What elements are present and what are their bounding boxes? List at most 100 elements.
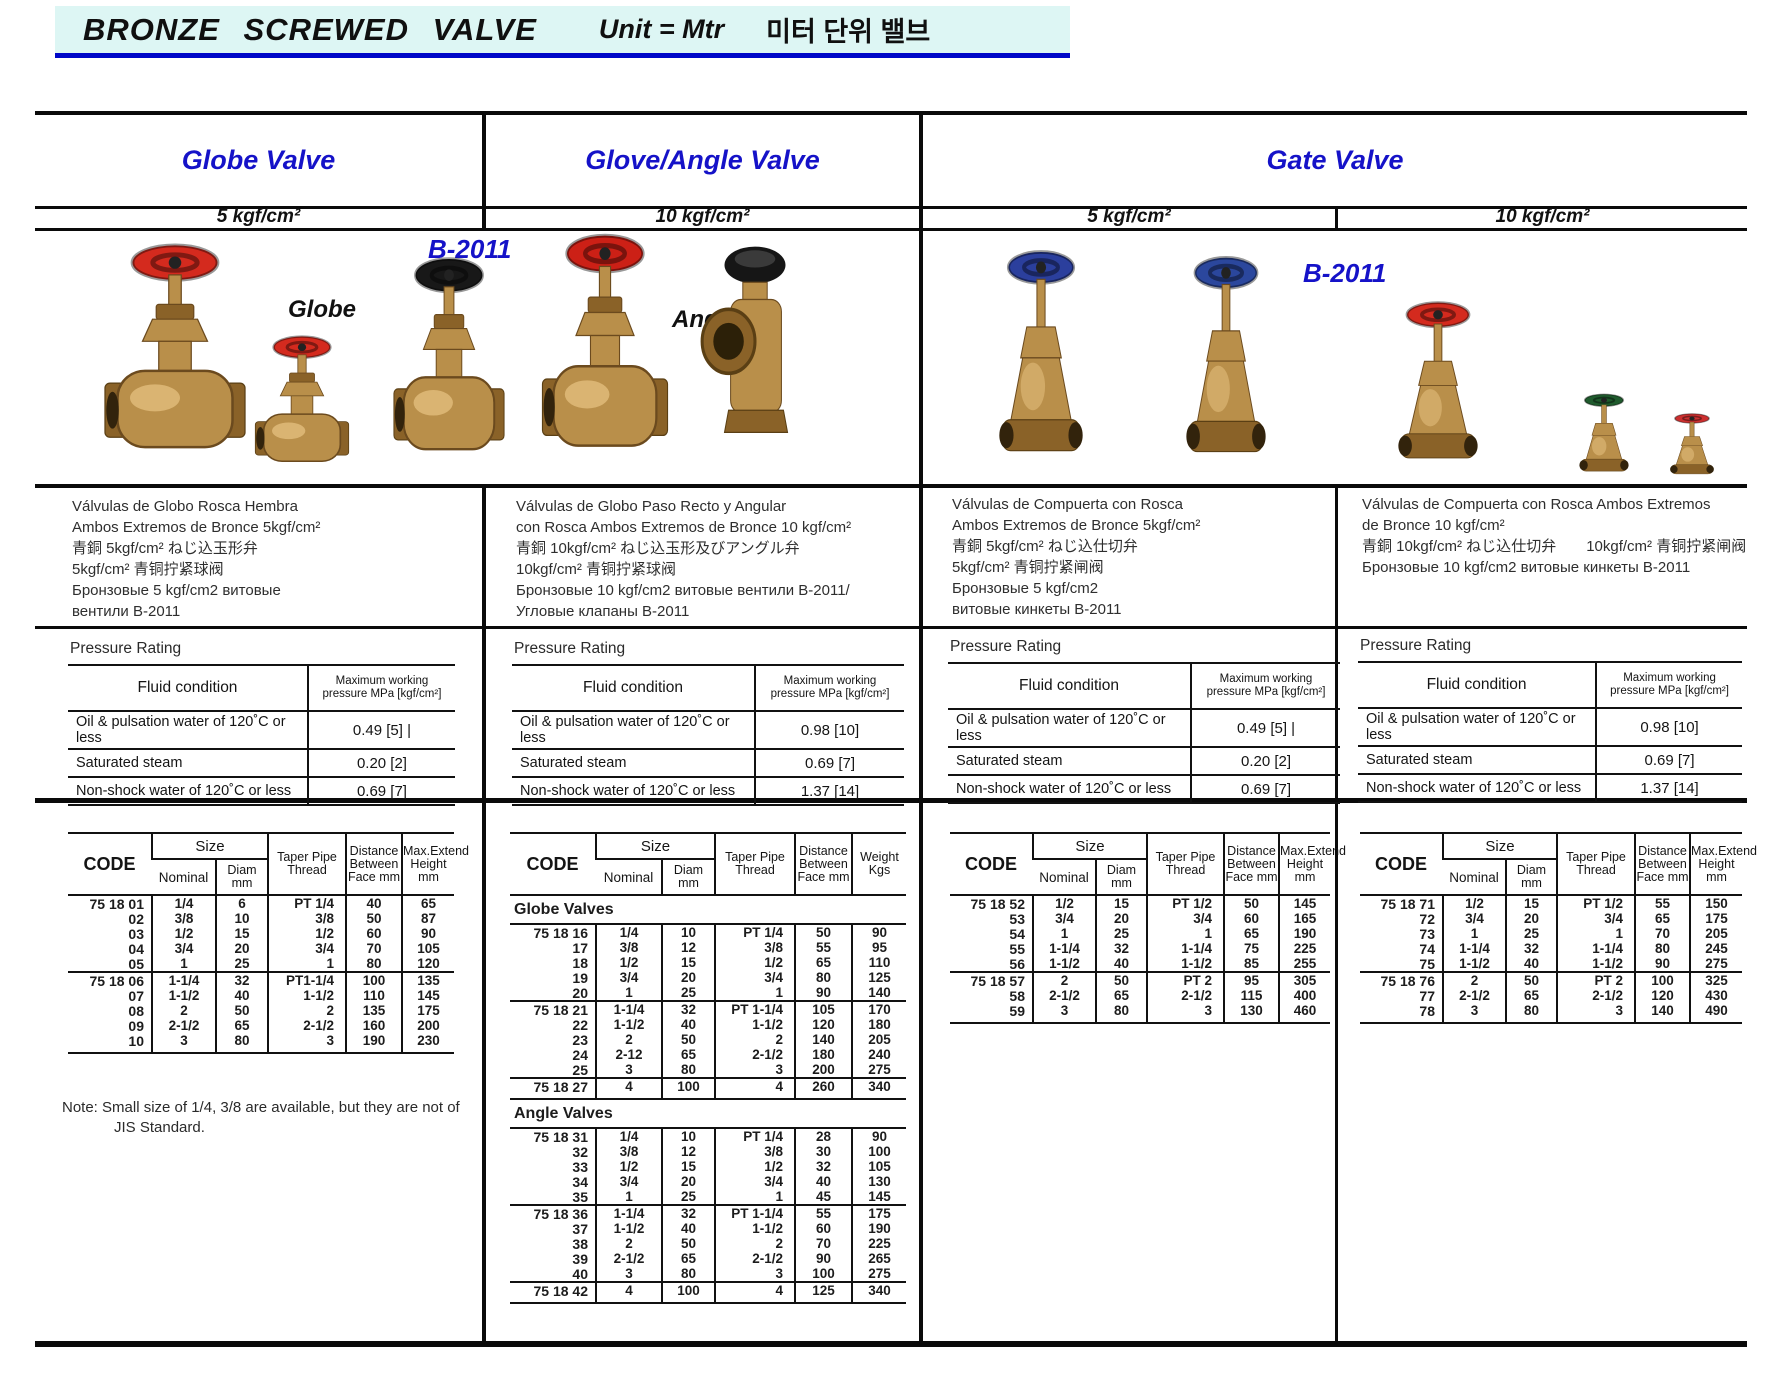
distance-cell: 80 xyxy=(345,956,402,972)
weight-cell: 225 xyxy=(851,1236,906,1251)
pressure-rating-title: Pressure Rating xyxy=(514,640,626,657)
code-row: 78 3 80 3 140 490 xyxy=(1360,1003,1742,1023)
description-line: 5kgf/cm² 青铜拧紧闸阀 xyxy=(952,559,1104,576)
thread-header: Taper Pipe Thread xyxy=(1146,833,1224,895)
thread-cell: 2-1/2 xyxy=(714,1047,795,1062)
fluid-condition: Non-shock water of 120˚C or less xyxy=(1358,773,1597,802)
weight-cell: 275 xyxy=(851,1062,906,1078)
distance-cell: 70 xyxy=(1634,926,1690,941)
diam-cell: 65 xyxy=(661,1251,715,1266)
thread-header: Taper Pipe Thread xyxy=(267,833,346,895)
code-row: 10 3 80 3 190 230 xyxy=(68,1033,454,1053)
code-cell: 75 18 71 xyxy=(1380,895,1436,912)
pressure-value: 0.49 [5] | xyxy=(306,710,455,749)
code-row: 20 1 25 1 90 140 xyxy=(510,985,906,1001)
diam-cell: 15 xyxy=(1095,895,1147,911)
diam-cell: 65 xyxy=(215,1018,268,1033)
thread-cell: 1-1/2 xyxy=(714,1221,795,1236)
distance-cell: 55 xyxy=(794,1204,852,1221)
pressure-row: Saturated steam 0.20 [2] xyxy=(68,748,455,777)
nominal-cell: 3 xyxy=(151,1033,216,1053)
extend-header: Max.Extend Height mm xyxy=(1689,833,1757,895)
distance-header: Distance Between Face mm xyxy=(1223,833,1279,895)
code-cell: 58 xyxy=(1009,987,1025,1004)
description-line: de Bronce 10 kgf/cm² xyxy=(1362,517,1505,534)
weight-cell: 240 xyxy=(851,1047,906,1062)
pressure-row: Oil & pulsation water of 120˚C or less 0… xyxy=(68,710,455,749)
code-cell: 38 xyxy=(572,1235,588,1252)
thread-cell: 3 xyxy=(1556,1003,1635,1023)
code-row: 37 1-1/2 40 1-1/2 60 190 xyxy=(510,1221,906,1236)
thread-cell: PT 1/4 xyxy=(714,1128,795,1144)
pressure-row: Non-shock water of 120˚C or less 0.69 [7… xyxy=(948,774,1340,803)
distance-cell: 50 xyxy=(345,911,402,926)
nominal-cell: 2 xyxy=(595,1236,662,1251)
code-row: 58 2-1/2 65 2-1/2 115 400 xyxy=(950,988,1330,1003)
code-row: 34 3/4 20 3/4 40 130 xyxy=(510,1174,906,1189)
weight-cell: 170 xyxy=(851,1000,906,1017)
code-cell: 24 xyxy=(572,1046,588,1063)
page-title: BRONZE SCREWED VALVE xyxy=(83,11,537,47)
code-cell: 17 xyxy=(572,939,588,956)
code-row: 05 1 25 1 80 120 xyxy=(68,956,454,972)
diam-cell: 40 xyxy=(661,1017,715,1032)
extend-cell: 145 xyxy=(401,988,454,1003)
description-globe5: Válvulas de Globo Rosca Hembra Ambos Extr… xyxy=(72,496,472,622)
thread-cell: PT1-1/4 xyxy=(267,971,346,988)
diam-cell: 20 xyxy=(661,1174,715,1189)
diam-cell: 20 xyxy=(215,941,268,956)
nominal-header: Nominal xyxy=(1449,869,1499,885)
nominal-cell: 1/2 xyxy=(1032,895,1096,911)
code-row: 02 3/8 10 3/8 50 87 xyxy=(68,911,454,926)
code-row: 07 1-1/2 40 1-1/2 110 145 xyxy=(68,988,454,1003)
distance-cell: 100 xyxy=(794,1266,852,1282)
diam-cell: 15 xyxy=(1505,895,1557,911)
divider-col1-col2 xyxy=(482,484,486,1346)
code-row: 39 2-1/2 65 2-1/2 90 265 xyxy=(510,1251,906,1266)
globe-valves-rows-table: 75 18 16 1/4 10 PT 1/4 50 90 17 3/8 12 3… xyxy=(510,923,906,1100)
extend-cell: 87 xyxy=(401,911,454,926)
nominal-cell: 1 xyxy=(151,956,216,972)
code-cell: 72 xyxy=(1419,910,1435,927)
code-row: 75 18 52 1/2 15 PT 1/2 50 145 xyxy=(950,895,1330,911)
nominal-cell: 4 xyxy=(595,1077,662,1099)
pressure-rating-table: Fluid condition Maximum working pressure… xyxy=(68,664,455,806)
nominal-header: Nominal xyxy=(158,869,209,885)
nominal-cell: 1/2 xyxy=(151,926,216,941)
code-cell: 75 18 21 xyxy=(510,1000,596,1017)
code-cell: 55 xyxy=(1009,940,1025,957)
pressure-value: 0.49 [5] | xyxy=(1190,708,1340,747)
divider-under-headers xyxy=(35,206,1747,209)
extend-cell: 165 xyxy=(1278,911,1330,926)
nominal-cell: 3/4 xyxy=(595,1174,662,1189)
nominal-cell: 1/2 xyxy=(595,1159,662,1174)
pressure-value: 0.69 [7] xyxy=(754,748,904,777)
diam-header: Diam mm xyxy=(661,859,715,895)
fluid-condition: Non-shock water of 120˚C or less xyxy=(68,776,308,805)
thread-cell: 2 xyxy=(714,1236,795,1251)
nominal-cell: 1-1/2 xyxy=(151,988,216,1003)
distance-cell: 140 xyxy=(1634,1003,1690,1023)
header-globe-valve: Globe Valve xyxy=(181,144,336,175)
distance-cell: 115 xyxy=(1223,988,1279,1003)
code-cell: 32 xyxy=(572,1143,588,1160)
code-cell: 77 xyxy=(1419,987,1435,1004)
diam-cell: 15 xyxy=(661,1159,715,1174)
distance-header: Distance Between Face mm xyxy=(794,833,852,895)
distance-cell: 90 xyxy=(794,1251,852,1266)
description-line: вентили B-2011 xyxy=(72,603,181,620)
description-line: Válvulas de Compuerta con Rosca xyxy=(952,496,1183,513)
distance-cell: 200 xyxy=(794,1062,852,1078)
code-header: CODE xyxy=(964,853,1017,874)
distance-cell: 55 xyxy=(794,940,852,955)
pressure-row: Non-shock water of 120˚C or less 1.37 [1… xyxy=(512,776,904,805)
thread-cell: 1 xyxy=(714,1189,795,1205)
diam-cell: 65 xyxy=(1095,988,1147,1003)
weight-cell: 125 xyxy=(851,970,906,985)
weight-cell: 145 xyxy=(851,1189,906,1205)
max-pressure-header: Maximum working pressure MPa [kgf/cm²] xyxy=(754,665,904,712)
distance-cell: 110 xyxy=(345,988,402,1003)
diam-cell: 80 xyxy=(661,1266,715,1282)
code-cell: 08 xyxy=(128,1002,144,1019)
